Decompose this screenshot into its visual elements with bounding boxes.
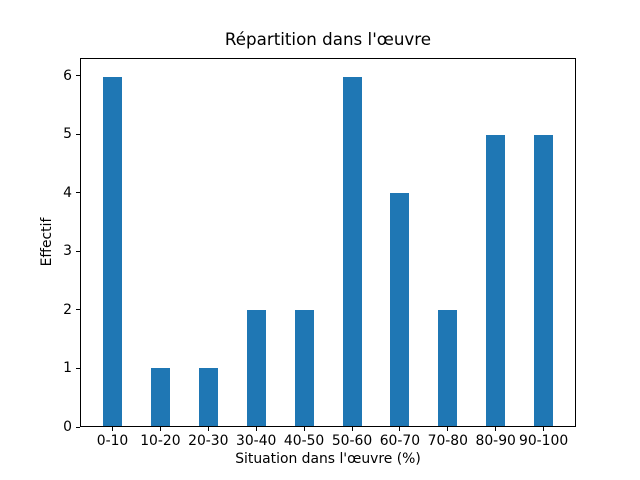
x-tick-label: 90-100 — [518, 433, 569, 449]
y-tick-label: 6 — [63, 67, 72, 84]
x-tick-mark — [207, 427, 209, 431]
x-tick-mark — [399, 427, 401, 431]
plot-area — [80, 58, 576, 427]
bar-60-70 — [390, 193, 410, 426]
bar-90-100 — [534, 134, 554, 426]
x-tick-label: 40-50 — [283, 433, 325, 449]
x-tick-label: 60-70 — [379, 433, 421, 449]
bar-10-20 — [150, 367, 170, 426]
x-tick-label: 10-20 — [140, 433, 181, 449]
x-tick-mark — [159, 427, 161, 431]
bar-20-30 — [198, 367, 218, 426]
x-tick-label: 30-40 — [236, 433, 277, 449]
x-tick-label: 0-10 — [96, 433, 129, 449]
y-tick-mark — [76, 367, 80, 369]
y-tick-label: 5 — [63, 126, 72, 143]
bar-70-80 — [438, 309, 458, 426]
bar-40-50 — [294, 309, 314, 426]
y-tick-label: 0 — [63, 419, 72, 435]
y-tick-mark — [76, 250, 80, 252]
y-tick-label: 3 — [63, 243, 72, 260]
bar-80-90 — [486, 134, 506, 426]
x-tick-mark — [543, 427, 545, 431]
y-tick-mark — [76, 75, 80, 77]
x-tick-mark — [495, 427, 497, 431]
x-tick-mark — [447, 427, 449, 431]
bar-50-60 — [342, 76, 362, 426]
bar-30-40 — [246, 309, 266, 426]
y-tick-label: 2 — [63, 301, 72, 318]
y-tick-label: 4 — [63, 184, 72, 201]
x-tick-mark — [303, 427, 305, 431]
x-tick-mark — [255, 427, 257, 431]
x-tick-mark — [112, 427, 113, 431]
x-tick-label: 80-90 — [475, 433, 516, 449]
bar-0-10 — [103, 76, 122, 426]
x-tick-label: 50-60 — [331, 433, 373, 449]
y-tick-label: 1 — [63, 360, 72, 377]
x-axis-label: Situation dans l'œuvre (%) — [235, 451, 421, 467]
y-axis-label: Effectif — [39, 217, 55, 267]
y-tick-mark — [76, 192, 80, 194]
y-tick-mark — [76, 426, 80, 428]
y-tick-mark — [76, 133, 80, 135]
y-tick-mark — [76, 309, 80, 311]
x-tick-label: 70-80 — [427, 433, 468, 449]
x-tick-mark — [351, 427, 353, 431]
x-tick-label: 20-30 — [188, 433, 229, 449]
chart-title: Répartition dans l'œuvre — [224, 29, 432, 49]
